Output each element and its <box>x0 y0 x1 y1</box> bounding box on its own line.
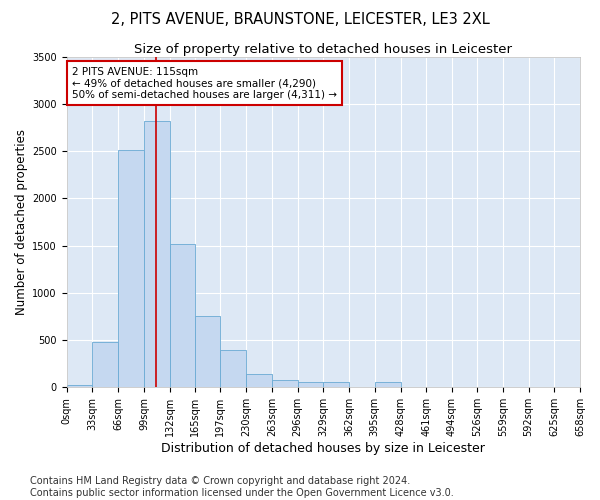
Text: Contains HM Land Registry data © Crown copyright and database right 2024.
Contai: Contains HM Land Registry data © Crown c… <box>30 476 454 498</box>
Bar <box>118 150 144 388</box>
Y-axis label: Number of detached properties: Number of detached properties <box>15 129 28 315</box>
Text: 2, PITS AVENUE, BRAUNSTONE, LEICESTER, LE3 2XL: 2, PITS AVENUE, BRAUNSTONE, LEICESTER, L… <box>110 12 490 28</box>
Title: Size of property relative to detached houses in Leicester: Size of property relative to detached ho… <box>134 42 512 56</box>
Bar <box>144 121 170 388</box>
Text: 2 PITS AVENUE: 115sqm
← 49% of detached houses are smaller (4,290)
50% of semi-d: 2 PITS AVENUE: 115sqm ← 49% of detached … <box>72 66 337 100</box>
Bar <box>298 382 323 388</box>
Bar <box>92 342 118 388</box>
Bar <box>375 382 401 388</box>
X-axis label: Distribution of detached houses by size in Leicester: Distribution of detached houses by size … <box>161 442 485 455</box>
Bar <box>220 350 246 388</box>
Bar <box>170 244 196 388</box>
Bar <box>67 385 92 388</box>
Bar <box>246 374 272 388</box>
Bar <box>272 380 298 388</box>
Bar <box>323 382 349 388</box>
Bar <box>196 316 220 388</box>
